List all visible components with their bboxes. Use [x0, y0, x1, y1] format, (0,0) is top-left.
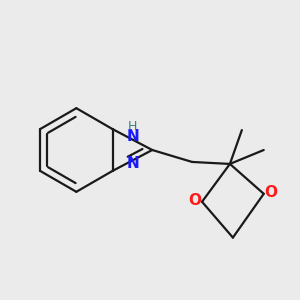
Text: N: N [126, 156, 139, 171]
Text: O: O [264, 185, 278, 200]
Text: N: N [126, 129, 139, 144]
Text: O: O [188, 193, 201, 208]
Text: H: H [128, 120, 137, 133]
